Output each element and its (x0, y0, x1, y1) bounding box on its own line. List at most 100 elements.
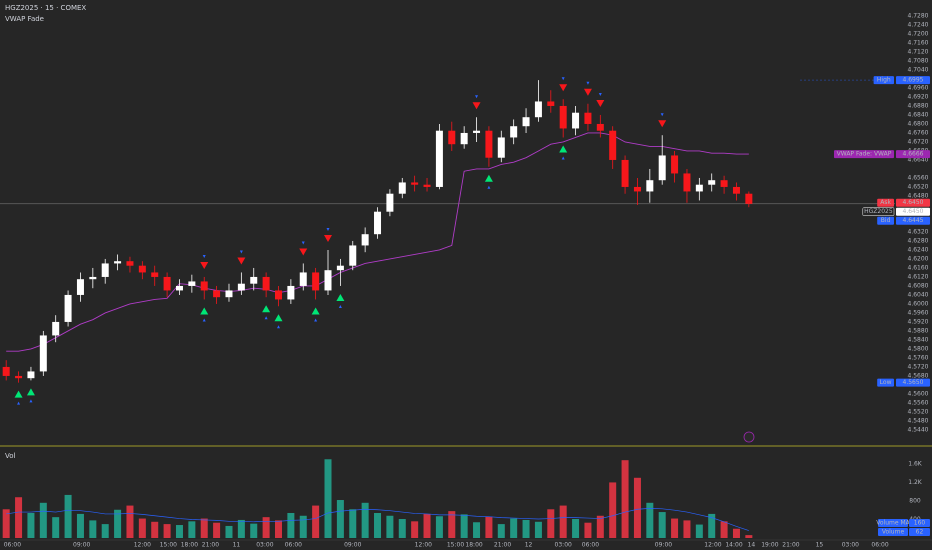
sell-arrow (202, 254, 206, 258)
price-label-value: 4.6450 (903, 199, 924, 206)
volume-bar (225, 525, 233, 538)
buy-arrow (561, 156, 565, 160)
y-tick-label: 4.5920 (908, 318, 929, 325)
y-tick-label: 4.6200 (908, 255, 929, 262)
volume-bar (671, 518, 679, 538)
volume-tick-label: 1.6K (908, 460, 923, 467)
y-tick-label: 4.5440 (908, 426, 929, 433)
x-tick-label: 03:00 (256, 542, 273, 549)
candle-body (448, 130, 456, 145)
candle-body (732, 186, 740, 194)
volume-bar (15, 497, 23, 538)
price-label-box (896, 378, 930, 387)
buy-arrow (17, 401, 21, 405)
volume-title: Vol (5, 452, 16, 460)
volume-bar (114, 509, 122, 538)
candle-body (52, 321, 60, 336)
buy-arrow (314, 318, 318, 322)
candle-body (473, 130, 481, 133)
volume-bar (732, 528, 740, 538)
buy-arrow (276, 325, 280, 329)
volume-bar (596, 515, 604, 538)
sell-arrow (326, 227, 330, 231)
x-tick-label: 12:00 (704, 542, 721, 549)
volume-bar (720, 521, 728, 538)
y-tick-label: 4.7280 (908, 12, 929, 19)
buy-arrow (202, 318, 206, 322)
candle-body (572, 112, 580, 129)
y-tick-label: 4.5880 (908, 327, 929, 334)
volume-bar (336, 500, 344, 538)
y-tick-label: 4.6840 (908, 111, 929, 118)
x-tick-label: 21:00 (782, 542, 799, 549)
volume-bar (435, 516, 443, 538)
candle-body (435, 130, 443, 187)
candle-body (497, 137, 505, 158)
y-tick-label: 4.5840 (908, 336, 929, 343)
x-tick-label: 06:00 (871, 542, 888, 549)
volume-bar (460, 514, 468, 538)
volume-bar (89, 520, 97, 538)
y-tick-label: 4.6240 (908, 246, 929, 253)
volume-label-value: 62 (916, 529, 924, 536)
indicator-title: VWAP Fade (5, 15, 44, 23)
candle-body (262, 276, 270, 291)
candle-body (609, 130, 617, 160)
volume-bar (646, 502, 654, 538)
candle-body (274, 290, 282, 300)
candle-body (683, 173, 691, 192)
price-label-box (896, 150, 930, 159)
sell-arrow (660, 113, 664, 117)
y-tick-label: 4.5720 (908, 363, 929, 370)
buy-signal (336, 293, 345, 301)
volume-bar (2, 509, 10, 538)
y-tick-label: 4.6280 (908, 237, 929, 244)
volume-bar (312, 505, 320, 538)
buy-arrow (487, 185, 491, 189)
price-label-value: 4.5650 (903, 379, 924, 386)
candle-body (411, 182, 419, 185)
y-tick-label: 4.6720 (908, 138, 929, 145)
sell-signal (324, 234, 333, 242)
x-tick-label: 09:00 (344, 542, 361, 549)
price-label-box (896, 207, 930, 216)
candle-body (398, 182, 406, 194)
x-tick-label: 09:00 (73, 542, 90, 549)
x-tick-label: 15 (816, 542, 824, 549)
volume-tick-label: 800 (909, 497, 921, 504)
candle-body (114, 261, 122, 264)
y-tick-label: 4.6040 (908, 291, 929, 298)
indicator-icon[interactable] (743, 431, 755, 443)
sell-arrow (586, 81, 590, 85)
volume-bar (534, 521, 542, 538)
volume-bar (522, 519, 530, 538)
candle-body (287, 285, 295, 300)
y-tick-label: 4.5760 (908, 354, 929, 361)
volume-bar (349, 509, 357, 538)
x-tick-label: 12:00 (134, 542, 151, 549)
candle-body (510, 126, 518, 138)
x-tick-label: 14 (748, 542, 756, 549)
x-tick-label: 11 (233, 542, 241, 549)
price-label-name: High (877, 77, 891, 84)
y-tick-label: 4.6920 (908, 93, 929, 100)
price-label-name: Ask (880, 199, 891, 206)
y-tick-label: 4.5960 (908, 309, 929, 316)
candle-body (646, 180, 654, 192)
y-tick-label: 4.5600 (908, 390, 929, 397)
y-tick-label: 4.7200 (908, 30, 929, 37)
candle-body (200, 281, 208, 291)
candle-body (708, 180, 716, 185)
candle-body (39, 335, 47, 372)
buy-signal (26, 388, 35, 396)
volume-bar (101, 524, 109, 538)
price-label-name-box (877, 378, 894, 387)
price-label-value: 4.6995 (903, 77, 924, 84)
volume-bar (274, 520, 282, 538)
candle-body (76, 279, 84, 295)
y-tick-label: 4.7080 (908, 57, 929, 64)
volume-bar (398, 519, 406, 538)
sell-arrow (239, 250, 243, 254)
candle-body (175, 285, 183, 291)
